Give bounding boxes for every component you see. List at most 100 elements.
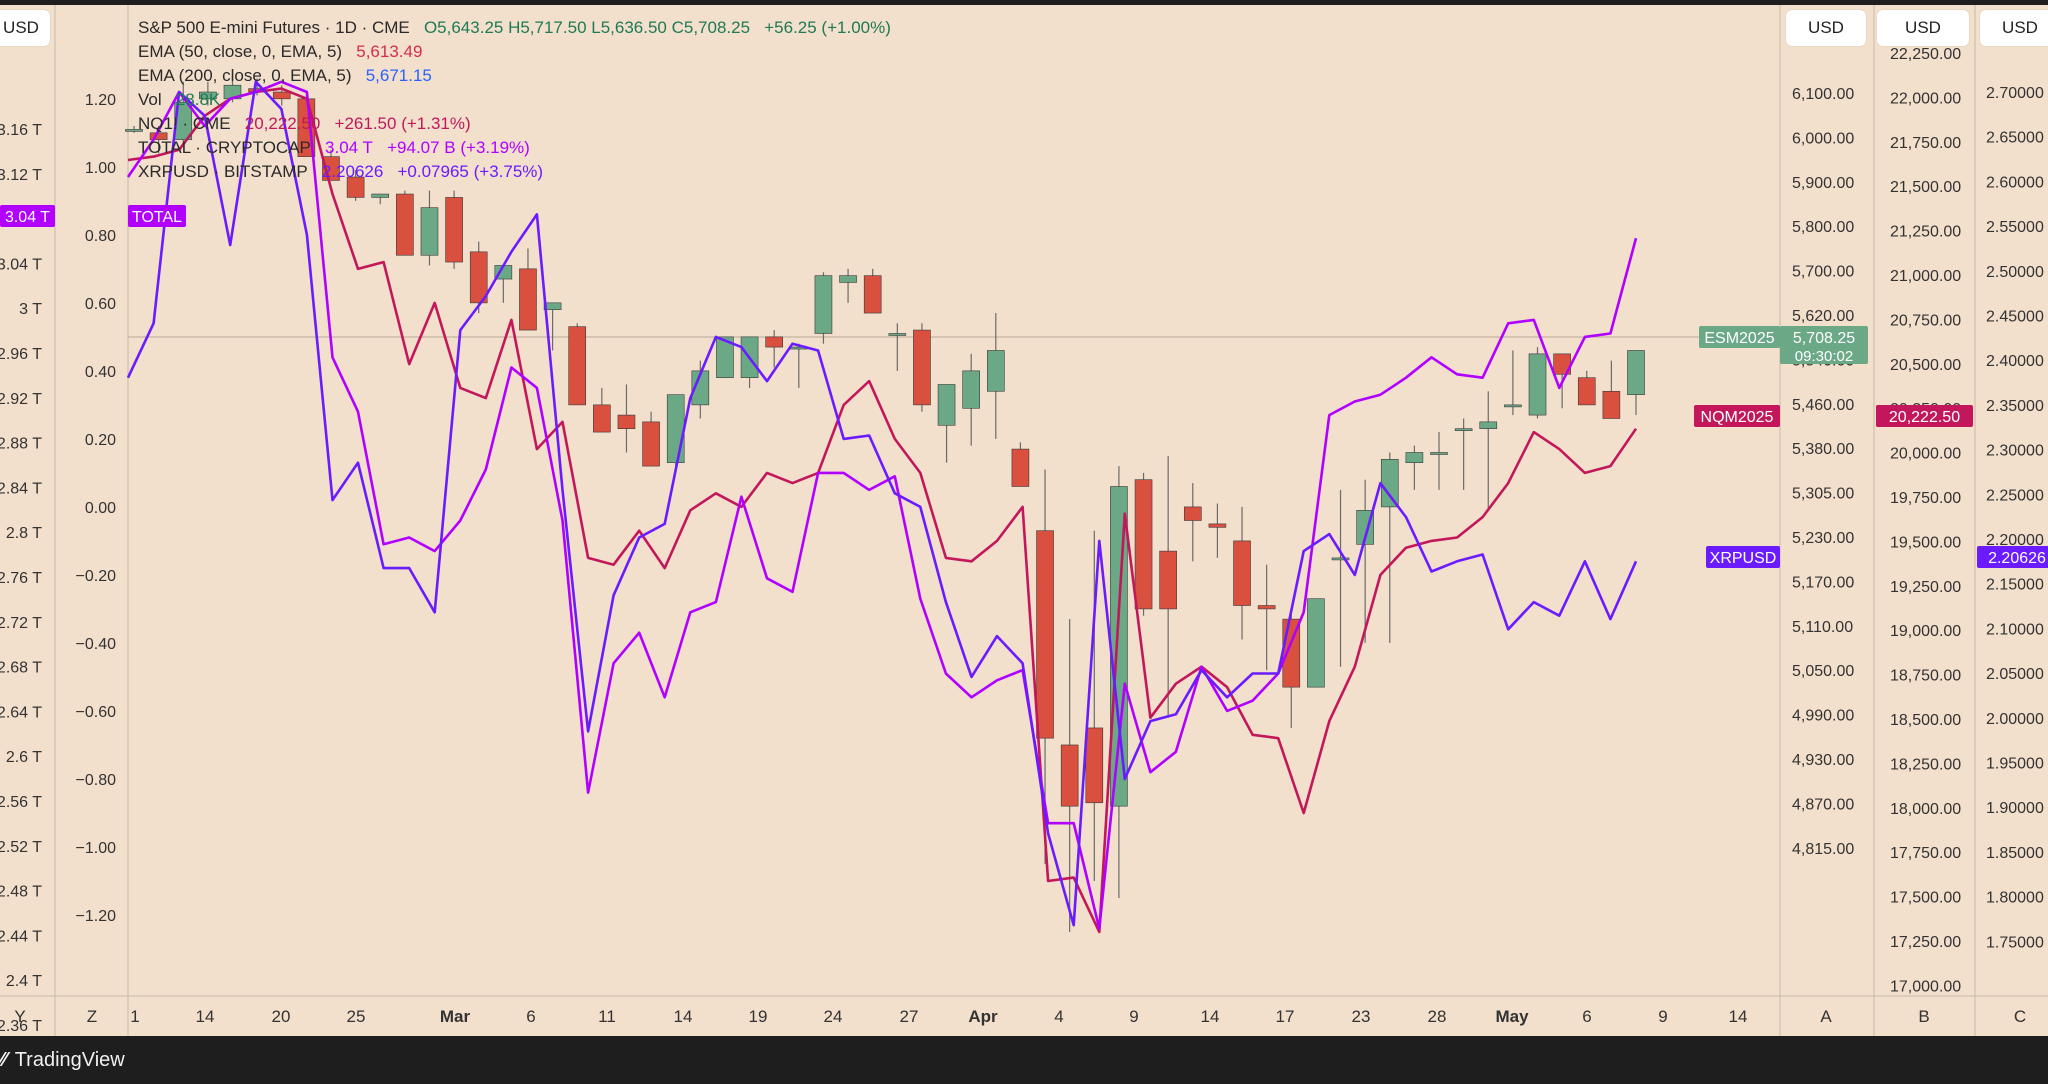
candle-up xyxy=(716,336,734,378)
candle-down xyxy=(913,329,931,406)
nq-axis-tick-label: 17,000.00 xyxy=(1890,978,1961,995)
es-axis-tick-label: 5,380.00 xyxy=(1792,441,1854,458)
time-axis-tick-label: 27 xyxy=(900,1007,919,1026)
nq-axis-tick-label: 18,500.00 xyxy=(1890,712,1961,729)
candle-up xyxy=(814,275,833,334)
total-axis-tick-label: 3.04 T xyxy=(0,256,42,273)
currency-button-xrp[interactable]: USD xyxy=(1980,10,2048,46)
es-price-tag-bg xyxy=(1780,326,1868,364)
legend-ema200-label: EMA (200, close, 0, EMA, 5) xyxy=(138,66,352,85)
total-price-tag-bg xyxy=(0,205,55,227)
nq-axis-tick-label: 18,000.00 xyxy=(1890,801,1961,818)
total-axis-tick-label: 2.96 T xyxy=(0,346,42,363)
nq-axis-tick-label: 17,500.00 xyxy=(1890,890,1961,907)
nq-name-tag: NQM2025 xyxy=(1701,409,1774,426)
xrp-price-tag: 2.20626 xyxy=(1988,550,2046,567)
candle-up xyxy=(1430,452,1448,455)
es-price-tag: 5,708.25 xyxy=(1793,330,1855,347)
nq-axis-tick-label: 20,750.00 xyxy=(1890,312,1961,329)
xrp-axis-tick-label: 2.50000 xyxy=(1986,264,2044,281)
time-axis-tick-label: 28 xyxy=(1428,1007,1447,1026)
es-axis-tick-label: 5,620.00 xyxy=(1792,308,1854,325)
es-axis-tick-label: 5,900.00 xyxy=(1792,175,1854,192)
pct-axis-tick-label: 0.80 xyxy=(85,228,116,245)
total-axis-tick-label: 2.92 T xyxy=(0,391,42,408)
xrp-axis-tick-label: 2.45000 xyxy=(1986,309,2044,326)
total-axis-tick-label: 2.84 T xyxy=(0,480,42,497)
xrp-series-line[interactable] xyxy=(126,80,1638,927)
pct-axis-tick-label: −1.00 xyxy=(76,840,117,857)
xrp-axis-tick-label: 1.85000 xyxy=(1986,845,2044,862)
candle-down xyxy=(1159,550,1177,610)
legend-xrp-change: +0.07965 (+3.75%) xyxy=(397,162,544,181)
total-axis-tick-label: 2.6 T xyxy=(6,749,42,766)
xrp-axis-tick-label: 2.70000 xyxy=(1986,85,2044,102)
es-countdown-tag: 09:30:02 xyxy=(1795,348,1853,365)
total-axis-tick-label: 2.56 T xyxy=(0,794,42,811)
total-axis-tick-label: 2.48 T xyxy=(0,884,42,901)
currency-button-total[interactable]: USD xyxy=(0,10,50,46)
candle-down xyxy=(272,91,291,100)
currency-button-nq[interactable]: USD xyxy=(1877,10,1969,46)
candle-down xyxy=(1602,390,1621,419)
time-axis-tick-label: 14 xyxy=(1729,1007,1748,1026)
nq-axis-tick-label: 18,250.00 xyxy=(1890,756,1961,773)
xrp-name-tag: XRPUSD xyxy=(1710,550,1777,567)
nq-axis-tick-label: 22,000.00 xyxy=(1890,90,1961,107)
nq-series-line[interactable] xyxy=(127,87,1638,934)
candle-down xyxy=(1577,377,1596,406)
nq-axis-tick-label: 17,250.00 xyxy=(1890,934,1961,951)
total-axis-tick-label: 2.52 T xyxy=(0,839,42,856)
legend-vol-label: Vol xyxy=(138,90,162,109)
nq-axis-tick-label: 21,750.00 xyxy=(1890,135,1961,152)
nq-axis-tick-label: 17,750.00 xyxy=(1890,845,1961,862)
time-axis-tick-label: 14 xyxy=(674,1007,693,1026)
legend-ema50-row[interactable]: EMA (50, close, 0, EMA, 5) 5,613.49 xyxy=(138,40,891,64)
legend-xrp-row[interactable]: XRPUSD · BITSTAMP 2.20626 +0.07965 (+3.7… xyxy=(138,160,891,184)
xrp-axis-tick-label: 2.05000 xyxy=(1986,666,2044,683)
legend-ohlc: O5,643.25 H5,717.50 L5,636.50 C5,708.25 xyxy=(423,18,751,37)
candle-up xyxy=(1307,598,1325,688)
legend-ema200-value: 5,671.15 xyxy=(365,66,432,85)
legend-total-row[interactable]: TOTAL · CRYPTOCAP 3.04 T +94.07 B (+3.19… xyxy=(138,136,891,160)
plot-background xyxy=(0,5,2048,996)
total-name-tag-bg xyxy=(128,205,186,227)
nq-axis-tick-label: 19,250.00 xyxy=(1890,579,1961,596)
total-series-line[interactable] xyxy=(126,80,1638,930)
legend-nq-row[interactable]: NQ1! · CME 20,222.50 +261.50 (+1.31%) xyxy=(138,112,891,136)
candle-up xyxy=(1331,557,1350,561)
total-axis-tick-label: 2.4 T xyxy=(6,973,42,990)
time-axis-tick-label: 9 xyxy=(1129,1007,1138,1026)
time-axis-tick-label: 6 xyxy=(1582,1007,1591,1026)
time-axis-tick-label: 14 xyxy=(1201,1007,1220,1026)
chart-canvas[interactable]: 3.16 T3.12 T3.08 T3.04 T3 T2.96 T2.92 T2… xyxy=(0,0,2048,1036)
candle-down xyxy=(445,197,463,263)
legend-nq-label: NQ1! · CME xyxy=(138,114,231,133)
es-axis-tick-label: 6,100.00 xyxy=(1792,86,1854,103)
candle-down xyxy=(1257,605,1276,610)
pct-axis-tick-label: 1.20 xyxy=(85,92,116,109)
legend-ema50-value: 5,613.49 xyxy=(356,42,423,61)
candle-down xyxy=(765,336,783,348)
brand-name: TradingView xyxy=(14,1049,125,1071)
candle-up xyxy=(125,129,143,132)
currency-button-es[interactable]: USD xyxy=(1786,10,1866,46)
candle-down xyxy=(1134,479,1153,610)
legend-ema200-row[interactable]: EMA (200, close, 0, EMA, 5) 5,671.15 xyxy=(138,64,891,88)
time-axis-tick-label: 20 xyxy=(272,1007,291,1026)
legend-nq-change: +261.50 (+1.31%) xyxy=(334,114,471,133)
candle-up xyxy=(1110,486,1128,807)
chart-legend: S&P 500 E-mini Futures · 1D · CME O5,643… xyxy=(138,16,891,184)
scale-button-c: C xyxy=(2014,1007,2026,1026)
candle-up xyxy=(888,333,907,336)
es-axis-tick-label: 4,990.00 xyxy=(1792,708,1854,725)
total-axis-tick-label: 3.16 T xyxy=(0,122,42,139)
candle-down xyxy=(1036,530,1054,739)
brand[interactable]: ⁄⁄ TradingView xyxy=(0,1049,125,1072)
candle-down xyxy=(863,275,882,314)
nq-axis-tick-label: 19,000.00 xyxy=(1890,623,1961,640)
xrp-axis-tick-label: 2.60000 xyxy=(1986,174,2044,191)
legend-vol-row[interactable]: Vol 28.8K xyxy=(138,88,891,112)
nq-axis-tick-label: 20,500.00 xyxy=(1890,357,1961,374)
xrp-axis-tick-label: 2.00000 xyxy=(1986,711,2044,728)
